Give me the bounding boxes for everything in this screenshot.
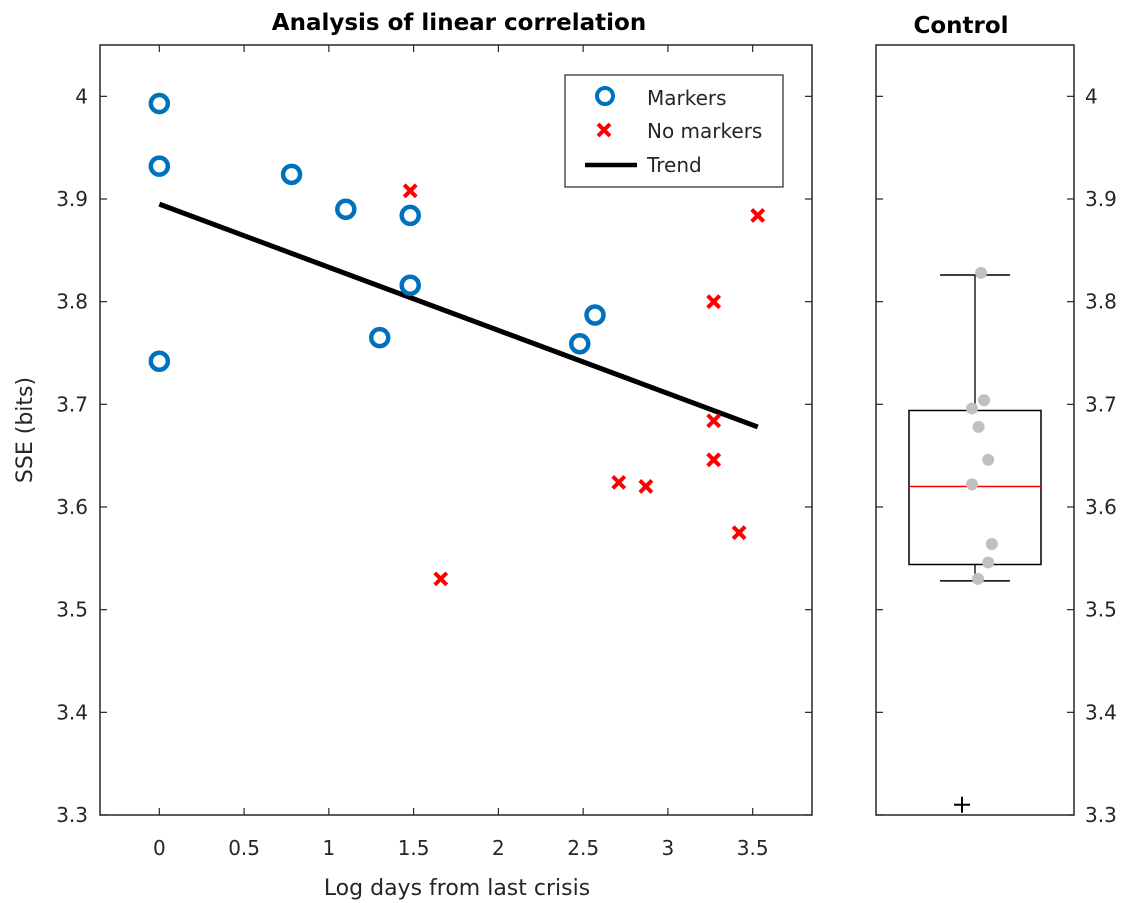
no-marker-point	[706, 413, 722, 429]
marker-point	[399, 274, 421, 296]
no-marker-stroke	[750, 208, 766, 223]
marker-point	[335, 198, 357, 221]
legend-markers-symbol	[595, 86, 615, 106]
marker-point	[280, 163, 303, 186]
y-tick-label: 3.4	[56, 700, 88, 724]
control-point	[982, 556, 995, 569]
control-y-tick-label: 3.5	[1085, 598, 1117, 622]
x-tick-label: 0.5	[228, 836, 260, 860]
control-y-tick-label: 3.9	[1085, 187, 1117, 211]
control-y-tick-label: 3.3	[1085, 803, 1117, 827]
no-marker-point	[731, 525, 747, 541]
y-tick-label: 4	[75, 84, 88, 108]
control-title: Control	[913, 13, 1008, 39]
control-y-tick-label: 3.4	[1085, 700, 1117, 724]
y-tick-label: 3.9	[56, 187, 88, 211]
no-marker-point	[706, 294, 722, 310]
y-tick-label: 3.3	[56, 803, 88, 827]
no-marker-point	[611, 474, 627, 490]
marker-point	[148, 155, 171, 177]
trend-line	[158, 201, 759, 430]
scatter-axes: Analysis of linear correlation 0 0.5 1 1.5 2…	[13, 10, 813, 901]
legend-trend-label: Trend	[646, 153, 702, 177]
no-marker-stroke	[433, 571, 449, 587]
marker-point	[399, 204, 421, 227]
control-point	[966, 402, 978, 415]
legend-markers-label: Markers	[647, 86, 727, 110]
no-marker-point	[433, 571, 449, 587]
outlier	[954, 796, 970, 813]
scatter-title: Analysis of linear correlation	[272, 10, 646, 36]
no-marker-point	[750, 208, 766, 223]
control-point	[978, 394, 990, 407]
no-marker-point	[402, 183, 418, 199]
scatter-ticks: 0 0.5 1 1.5 2 2.5 3 3.5 3.3 3.4 3.5 3.6 3.7 3.8 3.9 4	[56, 45, 812, 860]
scatter-points	[148, 92, 766, 587]
control-ticks: 3.3 3.4 3.5 3.6 3.7 3.8 3.9 4	[876, 84, 1117, 827]
control-y-tick-label: 3.8	[1085, 290, 1117, 314]
no-marker-stroke	[731, 525, 747, 541]
y-tick-label: 3.6	[56, 495, 88, 519]
no-marker-stroke	[706, 452, 722, 468]
x-axis-label: Log days from last crisis	[324, 876, 590, 901]
x-tick-label: 2.5	[567, 836, 599, 860]
control-plot-frame	[875, 44, 1075, 816]
no-marker-point	[706, 452, 722, 468]
marker-point	[569, 333, 591, 355]
control-point	[972, 572, 984, 585]
control-point	[972, 420, 985, 433]
control-boxplot	[908, 274, 1042, 813]
x-tick-label: 2	[492, 836, 505, 860]
x-tick-label: 1.5	[398, 836, 430, 860]
no-marker-stroke	[706, 413, 722, 429]
no-marker-point	[638, 479, 654, 494]
no-marker-stroke	[706, 294, 722, 310]
marker-point	[148, 92, 171, 115]
x-tick-label: 1	[322, 836, 335, 860]
trend-layer	[158, 201, 759, 430]
no-marker-stroke	[638, 479, 654, 494]
marker-point	[148, 350, 171, 372]
legend: Markers No markers Trend	[564, 74, 784, 188]
control-point	[966, 478, 978, 491]
control-axes: Control 3.3 3.4 3.5 3.6 3.7 3.8 3.9 4	[875, 13, 1117, 827]
marker-point	[584, 304, 606, 326]
x-tick-label: 3	[662, 836, 675, 860]
x-tick-label: 0	[153, 836, 166, 860]
control-point	[982, 453, 995, 466]
y-tick-label: 3.8	[56, 290, 88, 314]
y-tick-label: 3.5	[56, 598, 88, 622]
scatter-plot-frame	[99, 44, 813, 816]
y-tick-label: 3.7	[56, 392, 88, 416]
x-tick-label: 3.5	[737, 836, 769, 860]
no-marker-stroke	[611, 474, 627, 490]
control-y-tick-label: 4	[1085, 84, 1098, 108]
control-y-tick-label: 3.6	[1085, 495, 1117, 519]
no-marker-stroke	[402, 183, 418, 199]
control-point	[975, 266, 987, 279]
y-axis-label: SSE (bits)	[13, 377, 38, 483]
control-points	[966, 266, 998, 585]
legend-no-markers-symbol	[596, 122, 612, 138]
control-point	[985, 537, 998, 550]
control-y-tick-label: 3.7	[1085, 392, 1117, 416]
marker-point	[368, 326, 391, 349]
legend-no-markers-label: No markers	[647, 119, 762, 143]
